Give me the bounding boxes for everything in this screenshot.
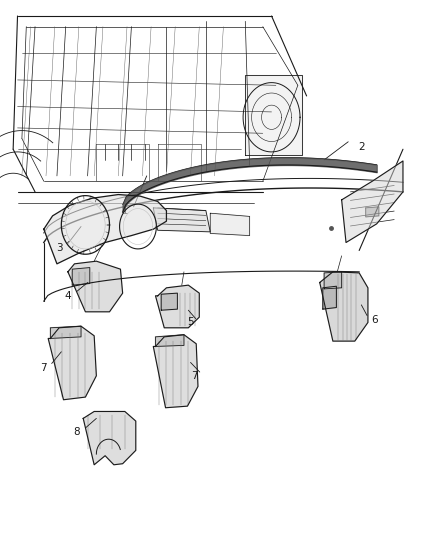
Text: 2: 2 (358, 142, 365, 151)
Text: 8: 8 (73, 427, 80, 437)
Text: 7: 7 (191, 371, 198, 381)
Text: 3: 3 (56, 243, 63, 253)
Polygon shape (245, 75, 302, 155)
Text: 6: 6 (371, 315, 378, 325)
Text: 1: 1 (121, 206, 128, 215)
Polygon shape (320, 272, 368, 341)
Polygon shape (366, 207, 379, 217)
Polygon shape (323, 286, 336, 309)
Polygon shape (155, 335, 184, 346)
Polygon shape (210, 213, 250, 236)
Polygon shape (50, 326, 81, 338)
Polygon shape (153, 335, 198, 408)
Polygon shape (153, 208, 210, 232)
Text: 7: 7 (40, 363, 47, 373)
Text: 4: 4 (64, 291, 71, 301)
Polygon shape (161, 293, 177, 310)
Polygon shape (44, 195, 166, 264)
Text: 5: 5 (187, 318, 194, 327)
Polygon shape (68, 261, 123, 312)
Polygon shape (83, 411, 136, 465)
Polygon shape (72, 268, 90, 285)
Polygon shape (48, 326, 96, 400)
Polygon shape (155, 285, 199, 328)
Polygon shape (324, 272, 342, 289)
Polygon shape (342, 161, 403, 243)
